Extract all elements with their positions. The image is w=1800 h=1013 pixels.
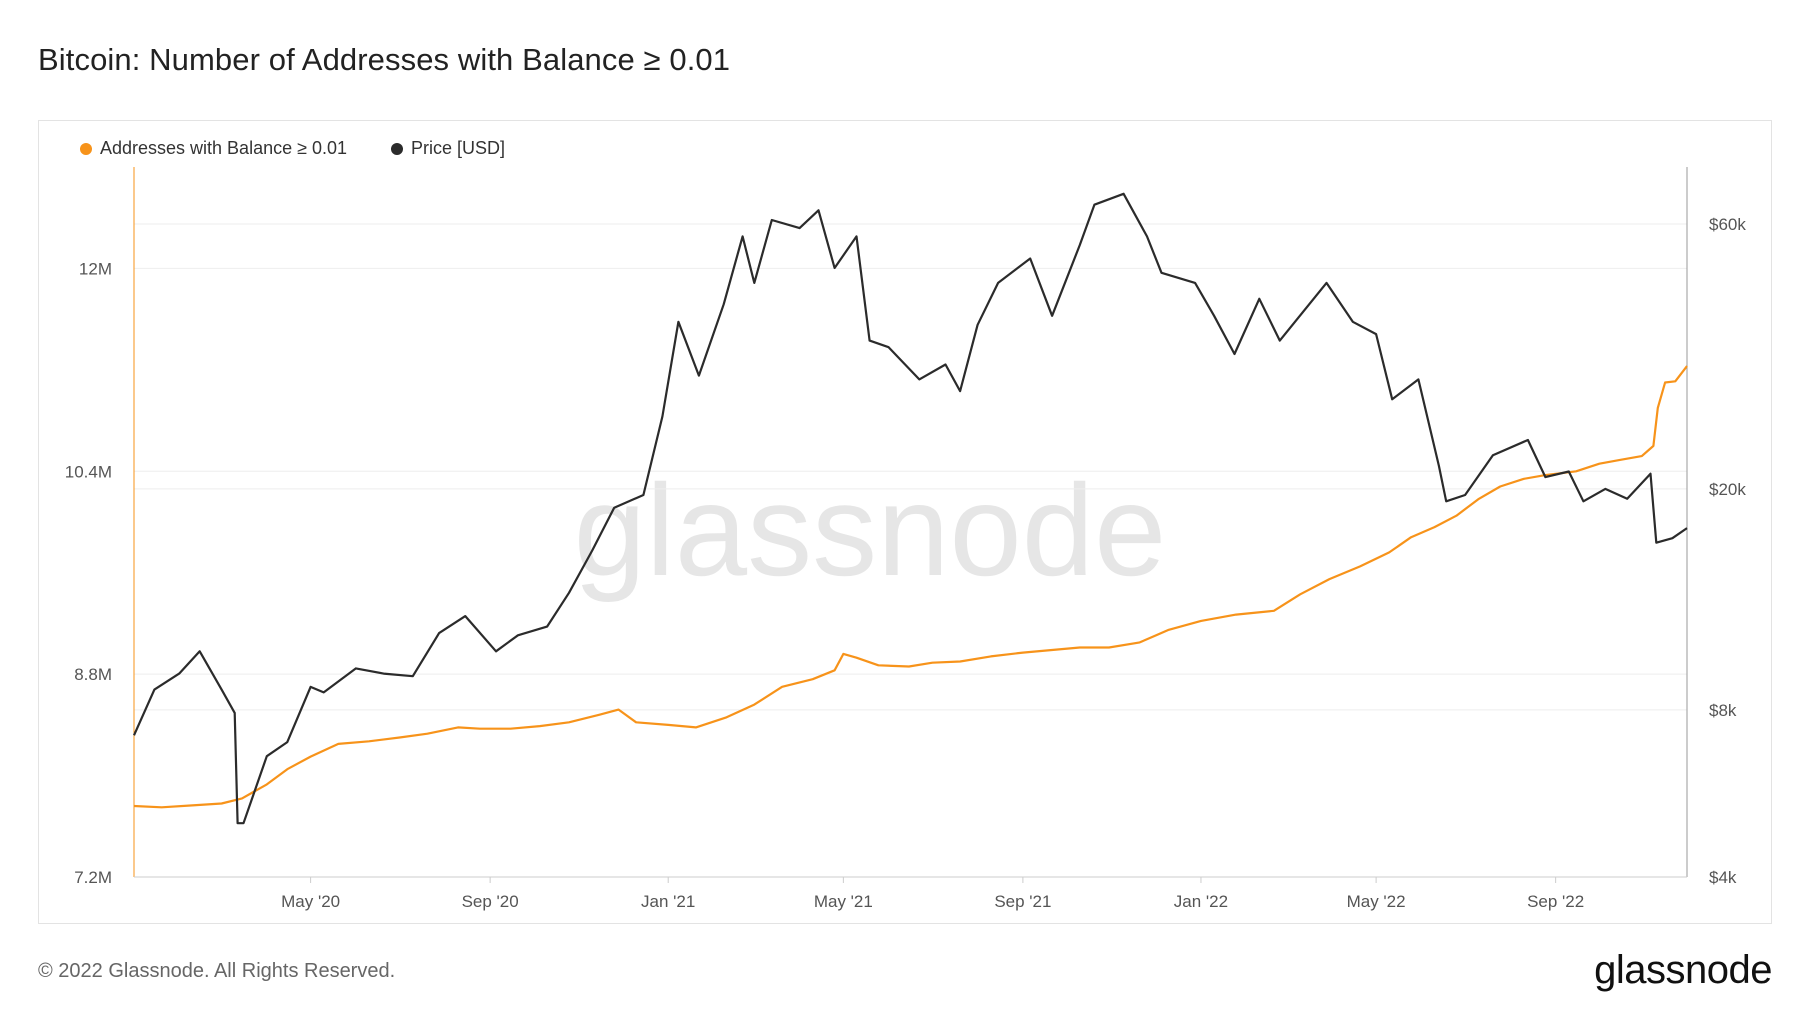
axis-layer bbox=[133, 167, 1688, 883]
series-line-addresses bbox=[133, 365, 1688, 809]
x-tick-label: May '21 bbox=[814, 892, 873, 911]
y-right-tick-label: $8k bbox=[1709, 701, 1737, 720]
x-tick-label: Sep '22 bbox=[1527, 892, 1584, 911]
watermark: glassnode bbox=[574, 457, 1167, 603]
y-right-tick-label: $4k bbox=[1709, 868, 1737, 887]
x-tick-label: Jan '22 bbox=[1174, 892, 1228, 911]
y-left-tick-label: 7.2M bbox=[74, 868, 112, 887]
x-tick-label: May '20 bbox=[281, 892, 340, 911]
legend-label-addresses: Addresses with Balance ≥ 0.01 bbox=[100, 138, 348, 158]
y-right-tick-label: $60k bbox=[1709, 215, 1746, 234]
legend-swatch-addresses bbox=[80, 142, 92, 155]
legend-item-price[interactable]: Price [USD] bbox=[391, 138, 505, 159]
y-right-tick-label: $20k bbox=[1709, 480, 1746, 499]
y-left-tick-label: 8.8M bbox=[74, 665, 112, 684]
series-line-price bbox=[132, 192, 1688, 825]
x-tick-label: Sep '20 bbox=[462, 892, 519, 911]
chart-title: Bitcoin: Number of Addresses with Balanc… bbox=[38, 42, 731, 77]
legend-swatch-price bbox=[391, 142, 404, 155]
legend: Addresses with Balance ≥ 0.01 Price [USD… bbox=[80, 138, 505, 159]
y-left-tick-label: 12M bbox=[79, 259, 112, 278]
series-layer bbox=[132, 192, 1688, 825]
label-layer: 7.2M 8.8M 10.4M 12M $4k $8k $20k $60k May '20 Sep… bbox=[65, 215, 1747, 911]
copyright-footer: © 2022 Glassnode. All Rights Reserved. bbox=[38, 960, 396, 982]
x-tick-label: May '22 bbox=[1347, 892, 1406, 911]
x-tick-label: Jan '21 bbox=[641, 892, 695, 911]
legend-item-addresses[interactable]: Addresses with Balance ≥ 0.01 bbox=[80, 138, 347, 159]
brand-logo: glassnode bbox=[1594, 948, 1772, 992]
x-tick-label: Sep '21 bbox=[994, 892, 1051, 911]
y-left-tick-label: 10.4M bbox=[65, 462, 112, 481]
legend-label-price: Price [USD] bbox=[411, 138, 506, 158]
chart-panel bbox=[38, 120, 1772, 924]
